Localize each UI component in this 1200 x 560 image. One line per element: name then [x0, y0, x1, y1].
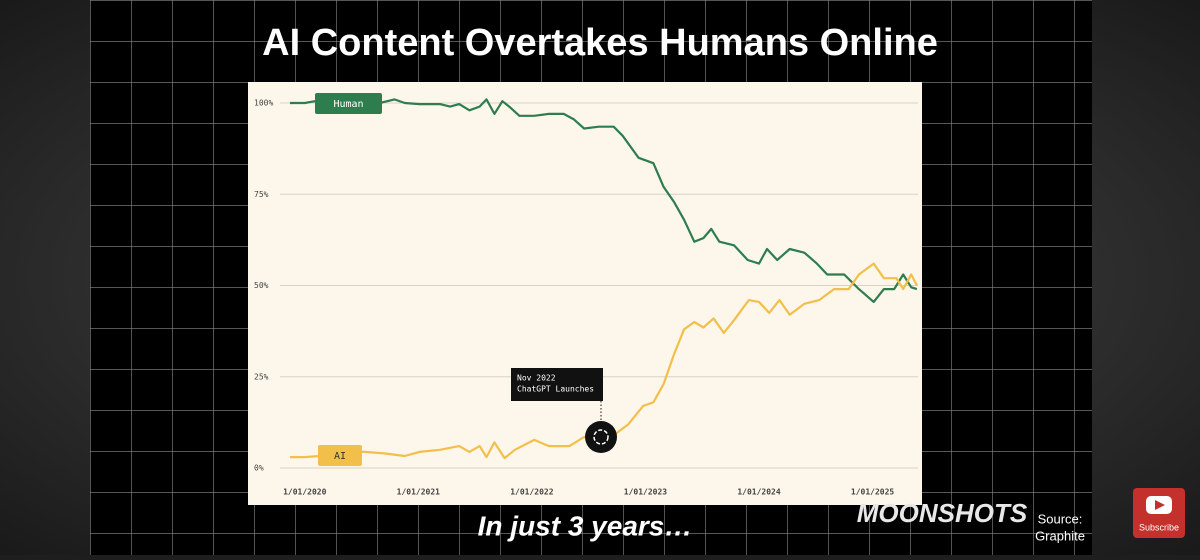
legend-tag — [318, 445, 362, 466]
y-tick-label: 100% — [254, 99, 273, 108]
x-tick-label: 1/01/2021 — [397, 488, 441, 497]
legend-tag — [315, 93, 382, 114]
caption: In just 3 years… — [478, 510, 693, 541]
title: AI Content Overtakes Humans Online — [262, 22, 938, 64]
play-icon — [1155, 500, 1165, 510]
brand: MOONSHOTS — [857, 498, 1028, 528]
annotation-box — [511, 368, 603, 401]
x-tick-label: 1/01/2022 — [510, 488, 554, 497]
series-line — [290, 262, 918, 460]
annotation-text: Nov 2022 — [517, 374, 556, 383]
chart-panel — [248, 82, 922, 505]
annotation-icon — [593, 429, 609, 445]
plot: 0% 25% 50% 75% 100% 1/01/2020 1/01/2021 1/01/20… — [254, 93, 918, 497]
x-tick-label: 1/01/2024 — [737, 488, 781, 497]
source-label: Source: — [1038, 511, 1083, 526]
x-tick-label: 1/01/2023 — [624, 488, 668, 497]
y-tick-label: 0% — [254, 464, 264, 473]
y-tick-label: 75% — [254, 190, 269, 199]
legend-label: AI — [334, 451, 346, 462]
source-name: Graphite — [1035, 528, 1085, 543]
y-tick-label: 50% — [254, 281, 269, 290]
x-tick-label: 1/01/2020 — [283, 488, 327, 497]
x-tick-label: 1/01/2025 — [851, 488, 895, 497]
subscribe-label: Subscribe — [1139, 522, 1179, 532]
legend-label: Human — [333, 99, 363, 110]
annotation-marker — [585, 421, 617, 453]
annotation-text: ChatGPT Launches — [517, 385, 594, 394]
y-tick-label: 25% — [254, 372, 269, 381]
series-line — [290, 98, 918, 303]
